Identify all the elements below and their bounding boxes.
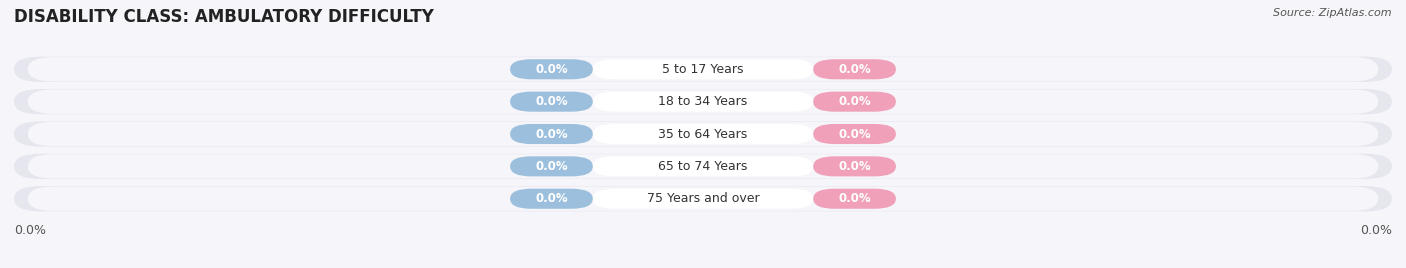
FancyBboxPatch shape: [593, 156, 813, 176]
FancyBboxPatch shape: [510, 156, 593, 176]
Text: 5 to 17 Years: 5 to 17 Years: [662, 63, 744, 76]
FancyBboxPatch shape: [28, 187, 1378, 211]
Text: 18 to 34 Years: 18 to 34 Years: [658, 95, 748, 108]
FancyBboxPatch shape: [28, 90, 1378, 114]
FancyBboxPatch shape: [14, 154, 1392, 179]
Text: DISABILITY CLASS: AMBULATORY DIFFICULTY: DISABILITY CLASS: AMBULATORY DIFFICULTY: [14, 8, 434, 26]
Text: 0.0%: 0.0%: [838, 95, 870, 108]
FancyBboxPatch shape: [593, 124, 813, 144]
Text: 0.0%: 0.0%: [536, 192, 568, 205]
Text: 0.0%: 0.0%: [536, 128, 568, 140]
FancyBboxPatch shape: [14, 89, 1392, 114]
Text: 0.0%: 0.0%: [536, 63, 568, 76]
FancyBboxPatch shape: [593, 189, 813, 209]
FancyBboxPatch shape: [813, 59, 896, 79]
FancyBboxPatch shape: [813, 124, 896, 144]
FancyBboxPatch shape: [14, 121, 1392, 147]
FancyBboxPatch shape: [510, 59, 593, 79]
Text: Source: ZipAtlas.com: Source: ZipAtlas.com: [1274, 8, 1392, 18]
FancyBboxPatch shape: [813, 92, 896, 112]
FancyBboxPatch shape: [28, 57, 1378, 81]
Text: 65 to 74 Years: 65 to 74 Years: [658, 160, 748, 173]
Text: 35 to 64 Years: 35 to 64 Years: [658, 128, 748, 140]
FancyBboxPatch shape: [813, 156, 896, 176]
FancyBboxPatch shape: [593, 92, 813, 112]
FancyBboxPatch shape: [28, 154, 1378, 178]
FancyBboxPatch shape: [510, 92, 593, 112]
Text: 0.0%: 0.0%: [838, 128, 870, 140]
FancyBboxPatch shape: [14, 57, 1392, 82]
FancyBboxPatch shape: [510, 124, 593, 144]
FancyBboxPatch shape: [28, 122, 1378, 146]
Text: 0.0%: 0.0%: [536, 95, 568, 108]
Text: 0.0%: 0.0%: [838, 160, 870, 173]
Text: 0.0%: 0.0%: [536, 160, 568, 173]
Text: 0.0%: 0.0%: [838, 192, 870, 205]
Text: 75 Years and over: 75 Years and over: [647, 192, 759, 205]
Text: 0.0%: 0.0%: [838, 63, 870, 76]
FancyBboxPatch shape: [14, 186, 1392, 211]
FancyBboxPatch shape: [593, 59, 813, 79]
Text: 0.0%: 0.0%: [1360, 224, 1392, 237]
FancyBboxPatch shape: [510, 189, 593, 209]
Text: 0.0%: 0.0%: [14, 224, 46, 237]
FancyBboxPatch shape: [813, 189, 896, 209]
